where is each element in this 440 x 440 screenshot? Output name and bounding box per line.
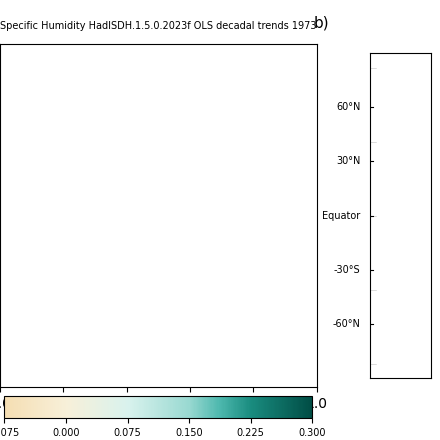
Text: 30°N: 30°N (336, 156, 360, 166)
Text: 60°N: 60°N (336, 102, 360, 112)
Text: b): b) (313, 16, 329, 31)
Text: Specific Humidity HadISDH.1.5.0.2023f OLS decadal trends 1973: Specific Humidity HadISDH.1.5.0.2023f OL… (0, 21, 316, 31)
Text: Equator: Equator (322, 211, 360, 220)
Text: -60°N: -60°N (333, 319, 360, 329)
Text: -30°S: -30°S (334, 265, 360, 275)
